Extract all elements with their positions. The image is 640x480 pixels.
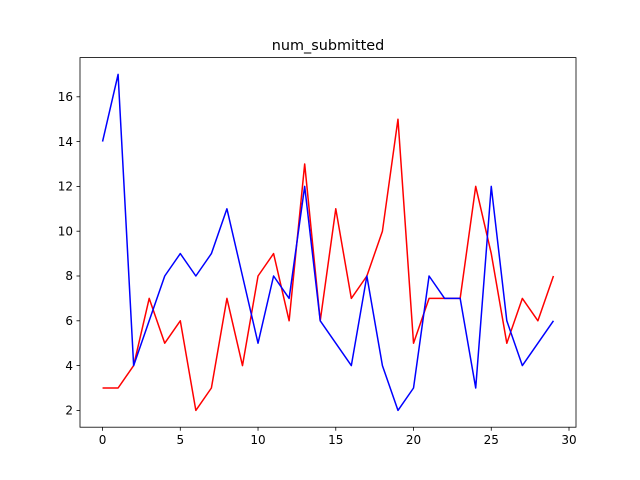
x-tick-label: 0	[99, 433, 107, 447]
y-tick-label: 8	[65, 269, 73, 283]
x-tick-label: 25	[484, 433, 499, 447]
series-line-2	[101, 73, 555, 412]
y-tick-label: 10	[58, 224, 73, 238]
x-tick-label: 15	[328, 433, 343, 447]
y-tick-label: 12	[58, 180, 73, 194]
y-tick-label: 16	[58, 90, 73, 104]
series-layer	[101, 73, 555, 412]
x-tick-label: 20	[406, 433, 421, 447]
x-tick-label: 5	[176, 433, 184, 447]
x-tick-label: 10	[250, 433, 265, 447]
chart-title: num_submitted	[272, 38, 385, 54]
y-tick-label: 6	[65, 314, 73, 328]
y-tick-label: 4	[65, 359, 73, 373]
plot-frame	[79, 57, 577, 428]
series-line-1	[102, 118, 555, 412]
y-axis: 2 4 6 8 10 12 14 16	[58, 90, 80, 418]
y-tick-label: 2	[65, 404, 73, 418]
x-axis: 0 5 10 15 20 25 30	[99, 427, 577, 447]
y-tick-label: 14	[58, 135, 73, 149]
x-tick-label: 30	[561, 433, 576, 447]
